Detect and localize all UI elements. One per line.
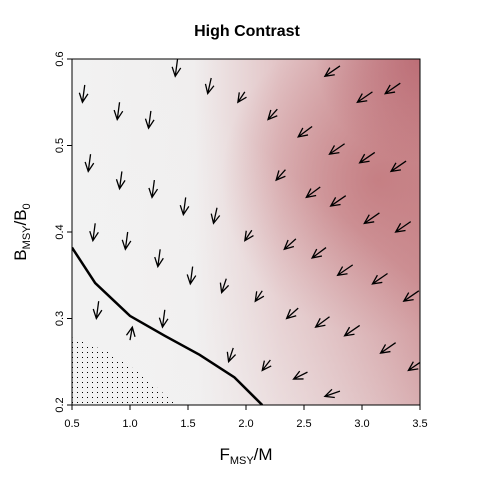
arrow xyxy=(296,125,313,138)
arrow xyxy=(356,91,373,104)
arrow xyxy=(154,249,164,269)
arrow xyxy=(363,212,380,225)
arrow xyxy=(402,290,420,303)
label-text: F xyxy=(219,445,229,464)
arrow xyxy=(267,108,278,121)
arrow xyxy=(383,82,401,95)
arrow xyxy=(323,65,341,78)
label-subscript: MSY xyxy=(21,225,33,250)
label-text: B xyxy=(11,249,30,260)
arrow xyxy=(343,324,361,337)
y-tick-label: 0.3 xyxy=(54,311,66,326)
arrow xyxy=(148,180,159,199)
arrow xyxy=(292,370,308,380)
arrow xyxy=(329,195,347,207)
label-text: /M xyxy=(254,445,273,464)
arrow xyxy=(219,278,230,294)
arrow xyxy=(171,59,182,78)
x-tick-label: 3.0 xyxy=(354,418,369,430)
arrow xyxy=(89,223,99,243)
stipple-region xyxy=(72,337,177,405)
arrow xyxy=(394,221,412,233)
label-subscript: 0 xyxy=(21,203,33,209)
arrow xyxy=(285,307,299,320)
boundary-curve xyxy=(72,246,264,405)
label-subscript: MSY xyxy=(230,455,255,467)
arrow xyxy=(371,272,388,285)
arrow xyxy=(254,290,265,303)
y-tick-label: 0.2 xyxy=(54,397,66,412)
arrow xyxy=(358,151,376,164)
x-tick-label: 0.5 xyxy=(64,418,79,430)
arrow xyxy=(113,102,124,122)
arrow xyxy=(336,264,354,277)
x-axis-label: FMSY/M xyxy=(219,445,272,467)
x-tick-label: 1.0 xyxy=(122,418,137,430)
x-tick-label: 2.5 xyxy=(296,418,311,430)
arrow xyxy=(92,301,103,320)
x-tick-label: 3.5 xyxy=(412,418,427,430)
arrow xyxy=(179,197,190,217)
arrow xyxy=(275,169,286,182)
arrow xyxy=(310,247,327,259)
x-tick-label: 2.0 xyxy=(238,418,253,430)
y-tick-label: 0.6 xyxy=(54,51,66,66)
arrow xyxy=(244,229,254,242)
y-tick-label: 0.5 xyxy=(54,138,66,153)
arrow xyxy=(78,84,89,104)
label-text: /B xyxy=(11,209,30,225)
y-axis-label: BMSY/B0 xyxy=(11,203,33,260)
arrow xyxy=(237,91,247,104)
arrow xyxy=(305,186,321,199)
arrow xyxy=(389,160,407,173)
arrow xyxy=(84,154,95,173)
arrow xyxy=(283,238,297,251)
arrow xyxy=(379,342,397,354)
plot-layer xyxy=(72,59,420,405)
arrow xyxy=(328,143,345,155)
arrow xyxy=(314,316,330,329)
arrow xyxy=(226,347,237,364)
x-tick-label: 1.5 xyxy=(180,418,195,430)
arrow xyxy=(158,309,169,329)
arrow xyxy=(144,110,155,130)
arrow xyxy=(115,171,126,191)
arrow xyxy=(125,325,136,341)
arrow xyxy=(186,266,197,286)
arrow xyxy=(261,359,272,372)
y-tick-label: 0.4 xyxy=(54,224,66,239)
arrow xyxy=(121,231,132,251)
arrow xyxy=(323,388,341,399)
chart-title: High Contrast xyxy=(194,23,300,40)
arrow xyxy=(407,361,420,372)
arrow xyxy=(204,77,215,96)
arrow xyxy=(210,207,221,225)
